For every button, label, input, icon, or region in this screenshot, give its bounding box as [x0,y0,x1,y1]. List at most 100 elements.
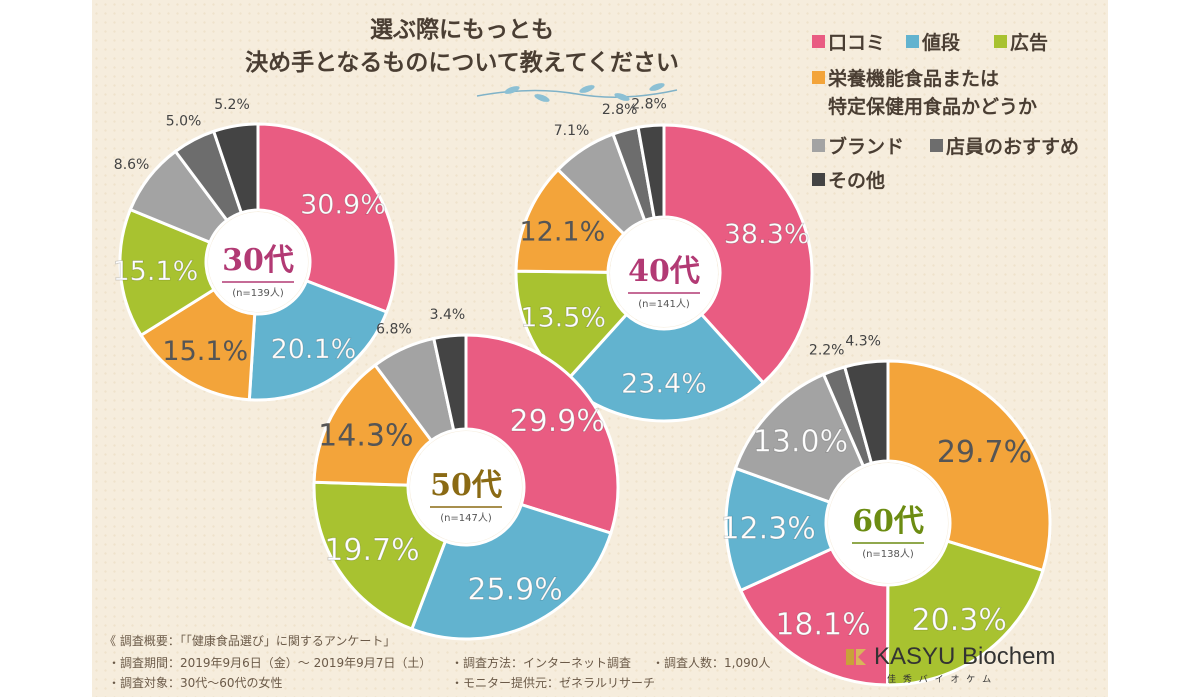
legend-label: ブランド [828,136,905,158]
legend-swatch [812,139,825,152]
title-line-1: 選ぶ際にもっとも [370,16,554,43]
legend-swatch [906,35,919,48]
slice-label: 29.7% [937,435,1032,470]
slice-label: 38.3% [724,219,810,250]
donut-slice [662,123,814,385]
slice-label: 6.8% [376,322,412,338]
slice-label: 19.7% [324,533,419,568]
center-sample-size: (n=147人) [440,512,492,524]
survey-target: ・調査対象：30代～60代の女性 [108,676,283,690]
donut-center [828,463,948,583]
center-age-label: 40代 [628,254,700,289]
title-line-2: 決め手となるものについて教えてください [245,49,679,76]
donut-chart-0: 30.9% 20.1% 15.1% 15.1% 8.6% 5.0% 5.2% 30代 (n=13… [112,97,398,402]
slice-label: 13.5% [520,302,606,333]
donut-center [208,212,308,312]
slice-label: 2.8% [631,97,667,113]
center-sample-size: (n=138人) [862,548,914,560]
donut-chart-2: 29.9% 25.9% 19.7% 14.3% 6.8% 3.4% 50代 (n=147人) [312,307,620,641]
center-sample-size: (n=139人) [232,287,284,299]
donut-slice [211,122,260,215]
legend-item-nedan: 値段 [906,28,960,55]
donut-chart-1: 38.3% 23.4% 13.5% 12.1% 7.1% 2.8%2.8% 40代 (n=14… [514,97,814,423]
survey-count: ・調査人数：1,090人 [652,656,771,670]
survey-period: ・調査期間：2019年9月6日（金）～ 2019年9月7日（土） [108,656,432,670]
slice-label: 2.2% [809,342,845,358]
slice-label: 2.8% [602,102,638,118]
slice-label: 14.3% [318,418,413,453]
legend-item-sonota: その他 [812,166,885,193]
slice-label: 12.3% [720,512,815,547]
slice-label: 3.4% [430,307,466,323]
donut-slice [636,123,666,220]
legend-label: 特定保健用食品かどうか [828,96,1038,118]
logo-mark-icon [846,649,866,665]
legend-item-koukoku: 広告 [994,28,1048,55]
legend-label: 栄養機能食品または [828,68,1000,90]
slice-label: 30.9% [300,189,386,220]
donut-slice [733,372,866,504]
slice-label: 12.1% [519,216,605,247]
donut-slice [886,359,1052,573]
slice-label: 15.1% [112,256,198,287]
legend-label: 口コミ [828,32,886,54]
left-margin [0,0,92,697]
donut-slice [885,539,1045,687]
donut-slice [464,333,620,535]
legend-swatch [994,35,1007,48]
infographic-canvas: 選ぶ際にもっとも 決め手となるものについて教えてください 口コミ 値段 広告 栄… [92,0,1108,697]
donut-slice [514,167,627,274]
donut-slice [431,333,468,433]
donut-slice [312,480,448,631]
legend-swatch [812,35,825,48]
legend-item-kuchikomi: 口コミ [812,28,885,55]
slice-label: 4.3% [845,334,881,350]
legend-swatch [812,71,825,84]
company-logo: KASYU Biochem [844,643,1055,671]
donut-slice [256,122,398,314]
legend-item-brand: ブランド [812,132,904,159]
slice-label: 25.9% [467,572,562,607]
right-margin [1108,0,1200,697]
legend-label: 値段 [922,32,961,54]
slice-label: 5.0% [166,113,202,129]
slice-label: 5.2% [214,97,250,113]
donut-slice [312,363,434,487]
slice-label: 7.1% [554,123,590,139]
donut-slice [138,287,257,402]
vine-decoration [476,83,678,102]
center-sample-size: (n=141人) [638,298,690,310]
survey-method: ・調査方法：インターネット調査 [451,656,632,670]
slice-label: 29.9% [510,404,605,439]
legend-item-tenin: 店員のおすすめ [930,132,1079,159]
donut-slice [409,502,613,641]
donut-slice [247,278,389,402]
center-age-label: 30代 [222,243,294,278]
legend-swatch [812,173,825,186]
survey-heading: 《 調査概要：「「健康食品選び」に関するアンケート」 [104,634,396,648]
center-age-label: 60代 [852,504,924,539]
slice-label: 20.3% [912,603,1007,638]
donut-slice [842,359,890,466]
donut-chart-3: 29.7% 20.3% 18.1% 12.3% 13.0% 2.2%4.3% 60代 (n=1… [720,334,1052,687]
slice-label: 13.0% [753,424,848,459]
slice-label: 8.6% [114,157,150,173]
legend-label: 広告 [1010,32,1049,54]
center-age-label: 50代 [430,468,502,503]
legend-label: 店員のおすすめ [946,136,1080,158]
donut-slice [118,207,216,338]
legend-item-eiyou-line2: 特定保健用食品かどうか [828,92,1037,119]
donut-charts: 30.9% 20.1% 15.1% 15.1% 8.6% 5.0% 5.2% 30代 (n=13… [112,97,1052,687]
slice-label: 18.1% [775,607,870,642]
legend-item-eiyou: 栄養機能食品または [812,64,999,91]
legend-label: その他 [828,170,886,192]
donut-center [410,431,522,543]
slice-label: 15.1% [162,336,248,367]
logo-subtitle: 佳 秀 バ イ オ ケ ム [887,675,994,685]
slice-label: 20.1% [271,334,357,365]
donut-center [610,219,718,327]
logo-name: KASYU Biochem [874,643,1056,670]
legend-swatch [930,139,943,152]
survey-monitor: ・モニター提供元：ゼネラルリサーチ [451,676,656,690]
slice-label: 23.4% [621,368,707,399]
